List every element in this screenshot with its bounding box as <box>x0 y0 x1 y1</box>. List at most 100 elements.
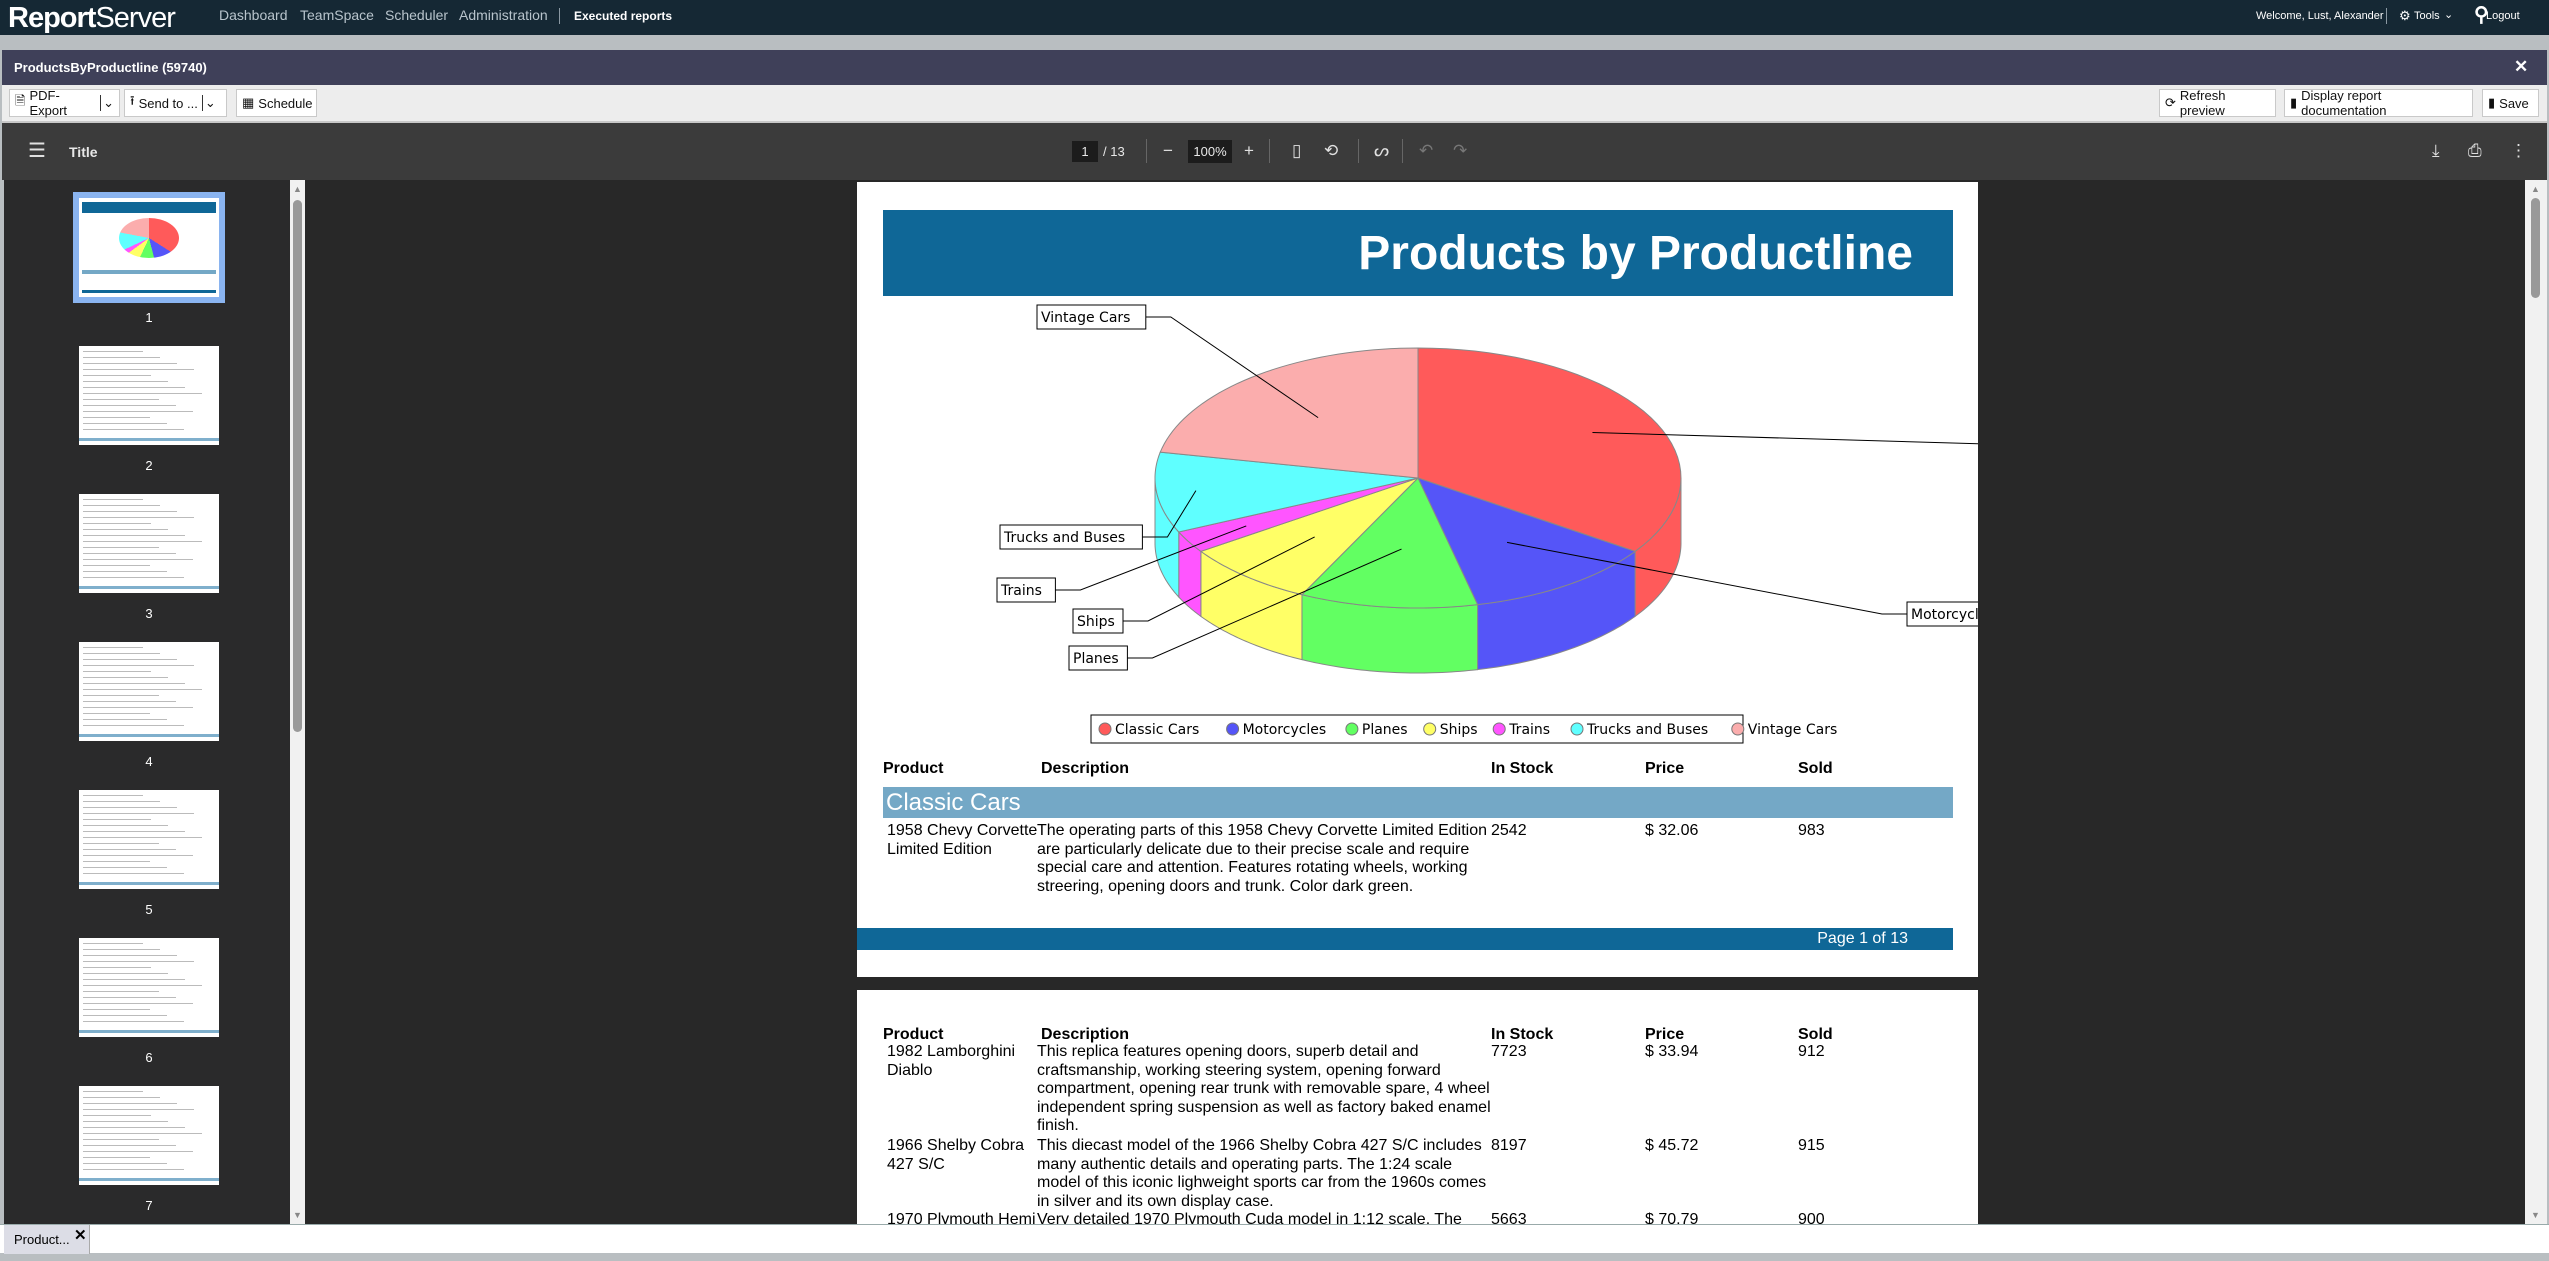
close-tab-icon[interactable]: ✕ <box>74 1227 87 1244</box>
page-footer: Page 1 of 13 <box>1817 930 1908 947</box>
chevron-down-icon[interactable]: ⌄ <box>201 95 216 111</box>
logo[interactable]: ReportServer <box>8 2 176 34</box>
nav-dashboard[interactable]: Dashboard <box>219 7 288 23</box>
nav-administration[interactable]: Administration <box>459 7 548 23</box>
redo-icon[interactable]: ↷ <box>1453 141 1468 160</box>
scroll-up-icon[interactable]: ▲ <box>2531 184 2540 194</box>
nav-scheduler[interactable]: Scheduler <box>385 7 449 23</box>
display-documentation-button[interactable]: ▮ Display report documentation <box>2284 88 2473 118</box>
scroll-down-icon[interactable]: ▼ <box>293 1210 302 1220</box>
page-thumbnail[interactable] <box>79 790 219 889</box>
tools-menu[interactable]: Tools <box>2414 10 2440 22</box>
cell-sold: 983 <box>1798 822 1825 839</box>
legend-label: Classic Cars <box>1115 722 1199 738</box>
close-window-button[interactable]: ✕ <box>2514 57 2529 76</box>
fit-page-icon[interactable]: ▯ <box>1292 141 1302 160</box>
nav-executed-reports[interactable]: Executed reports <box>574 9 673 23</box>
column-header: Description <box>1041 760 1130 777</box>
zoom-out-icon[interactable]: − <box>1163 141 1173 160</box>
welcome-text: Welcome, Lust, Alexander <box>2256 10 2384 22</box>
cell-price: $ 70.79 <box>1645 1211 1699 1224</box>
label-leader-line <box>1123 536 1315 622</box>
logout-link[interactable]: Logout <box>2486 10 2520 22</box>
cell-stock: 5663 <box>1491 1211 1527 1224</box>
legend-label: Ships <box>1440 722 1478 738</box>
page-thumbnail[interactable] <box>79 346 219 445</box>
chevron-down-icon[interactable]: ⌄ <box>100 95 114 111</box>
cell-sold: 900 <box>1798 1211 1825 1224</box>
thumbnail-sidebar: 1 2 3 4 5 6 7 <box>4 180 290 1224</box>
legend-label: Trains <box>1508 722 1550 738</box>
send-to-button[interactable]: ⭱ Send to ... ⌄ <box>124 89 227 117</box>
rotate-icon[interactable]: ⟲ <box>1324 141 1339 160</box>
pie-label: Ships <box>1072 536 1315 634</box>
pie-label: Motorcycles <box>1506 541 1978 627</box>
page-number-input[interactable]: 1 <box>1072 141 1098 162</box>
zoom-in-icon[interactable]: + <box>1244 141 1254 160</box>
column-header: In Stock <box>1491 1026 1554 1043</box>
divider <box>1269 139 1270 163</box>
undo-icon[interactable]: ↶ <box>1419 141 1434 160</box>
page-thumbnail[interactable] <box>79 642 219 741</box>
label-box <box>999 524 1143 550</box>
group-title: Classic Cars <box>886 789 1021 816</box>
label-leader-line <box>1127 548 1402 659</box>
cell-description: This replica features opening doors, sup… <box>1037 1043 1491 1134</box>
divider <box>1402 139 1403 163</box>
schedule-button[interactable]: ▦ Schedule <box>236 89 317 117</box>
pie-slice <box>1417 477 1637 606</box>
pdf-export-button[interactable]: 🗎 PDF-Export ⌄ <box>9 88 120 118</box>
label-leader-line <box>1145 316 1319 419</box>
sidebar-scrollbar[interactable]: ▲ ▼ <box>290 180 305 1224</box>
gear-icon[interactable]: ⚙ <box>2399 8 2411 23</box>
report-tab[interactable]: Product... ✕ <box>4 1225 90 1254</box>
legend-swatch <box>1423 722 1437 736</box>
label-box <box>1906 601 1978 627</box>
download-icon[interactable]: ⤓ <box>2432 141 2440 160</box>
legend-swatch <box>1731 722 1745 736</box>
upload-icon: ⭱ <box>130 93 135 108</box>
pie-label: Classic Cars <box>1592 432 1978 445</box>
cell-price: $ 45.72 <box>1645 1137 1699 1154</box>
chevron-down-icon[interactable]: ⌄ <box>2444 9 2454 21</box>
legend-box <box>1090 714 1744 744</box>
thumbnail-label: 3 <box>145 606 153 621</box>
page-thumbnail[interactable] <box>79 938 219 1037</box>
column-header: Product <box>883 1026 944 1043</box>
annotate-icon[interactable]: ᔕ <box>1374 141 1390 160</box>
nav-teamspace[interactable]: TeamSpace <box>300 7 374 23</box>
thumbnail-label: 6 <box>145 1050 153 1065</box>
thumbnail-label: 5 <box>145 902 153 917</box>
book-icon: ▮ <box>2290 95 2298 110</box>
calendar-icon: ▦ <box>242 95 255 110</box>
pie-slice <box>1300 477 1479 609</box>
scrollbar-thumb[interactable] <box>2531 198 2540 298</box>
page-thumbnail[interactable] <box>73 192 225 303</box>
more-options-icon[interactable]: ⋮ <box>2510 141 2527 160</box>
pie-slice <box>1417 347 1682 552</box>
label-box <box>1068 645 1128 671</box>
zoom-level[interactable]: 100% <box>1188 140 1232 163</box>
page-thumbnail[interactable] <box>79 1086 219 1185</box>
main-scrollbar[interactable]: ▲ ▼ <box>2525 180 2547 1224</box>
print-icon[interactable]: ⎙ <box>2468 141 2482 160</box>
cell-description: Very detailed 1970 Plymouth Cuda model i… <box>1037 1211 1462 1224</box>
sidebar-toggle-icon[interactable]: ☰ <box>28 140 46 162</box>
save-button[interactable]: ▮ Save <box>2482 89 2539 117</box>
scrollbar-thumb[interactable] <box>293 200 302 732</box>
cell-stock: 2542 <box>1491 822 1527 839</box>
legend-swatch <box>1226 722 1240 736</box>
search-icon[interactable]: ⚲ <box>2474 4 2489 26</box>
page-thumbnail[interactable] <box>79 494 219 593</box>
pie-slice <box>1177 477 1419 552</box>
refresh-preview-button[interactable]: ⟳ Refresh preview <box>2159 88 2276 118</box>
page-total: / 13 <box>1103 144 1125 159</box>
scroll-up-icon[interactable]: ▲ <box>293 184 302 194</box>
legend-label: Vintage Cars <box>1748 722 1837 738</box>
legend-label: Motorcycles <box>1243 722 1327 738</box>
cell-sold: 915 <box>1798 1137 1825 1154</box>
scroll-down-icon[interactable]: ▼ <box>2531 1210 2540 1220</box>
document-view[interactable]: Products by Productline Classic Cars Moto… <box>305 180 2525 1224</box>
pie-label-text: Motorcycles <box>1911 607 1978 623</box>
divider <box>1146 139 1147 163</box>
